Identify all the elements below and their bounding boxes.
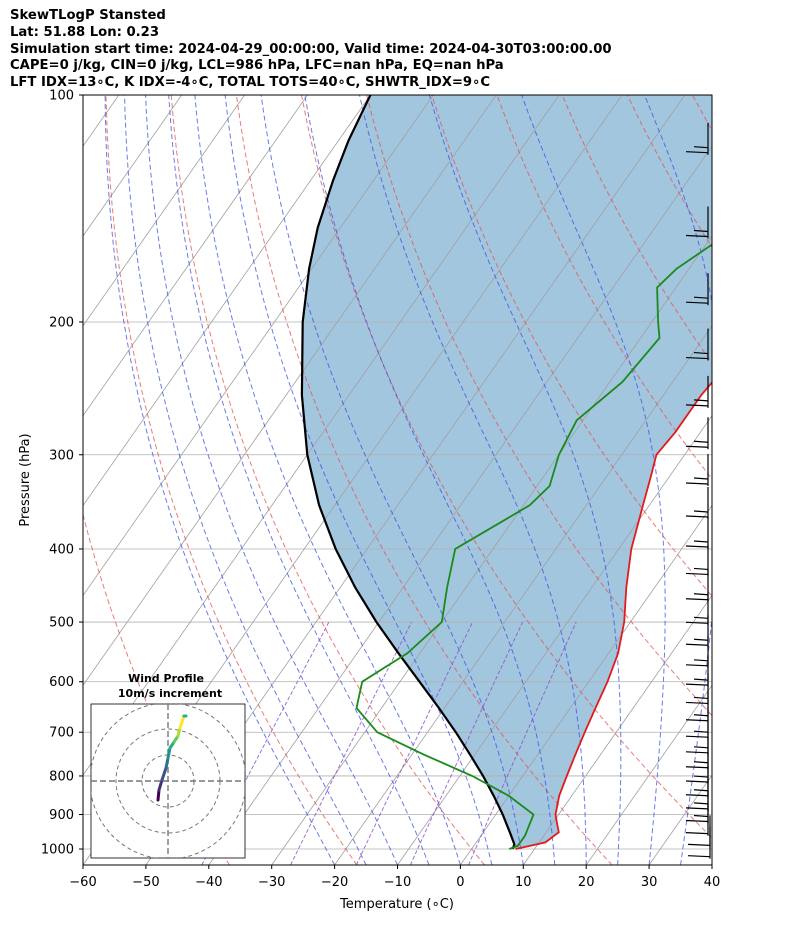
wind-barb	[685, 593, 709, 626]
wind-barb	[685, 453, 709, 486]
moist-adiabat-line	[168, 95, 430, 865]
wind-barb	[685, 206, 709, 239]
dry-adiabat-line	[758, 95, 794, 865]
y-tick-label: 300	[49, 448, 74, 463]
x-tick-label: 20	[578, 875, 595, 890]
isotherm-line	[83, 95, 434, 597]
moist-adiabat-line	[124, 95, 367, 865]
isotherm-line	[83, 95, 183, 237]
wind-barb	[685, 328, 709, 361]
isotherm-line	[83, 95, 245, 327]
x-tick-label: −40	[195, 875, 222, 890]
isotherm-line	[334, 325, 712, 865]
hodograph-segment	[156, 788, 161, 802]
dry-adiabat-line	[83, 512, 230, 865]
mixing-ratio-line	[409, 621, 524, 865]
x-tick-label: −10	[384, 875, 411, 890]
x-tick-label: 40	[704, 875, 721, 890]
y-tick-label: 200	[49, 315, 74, 330]
wind-barb	[685, 615, 709, 648]
isotherm-line	[83, 95, 497, 686]
y-tick-label: 100	[49, 89, 74, 104]
wind-barb	[685, 122, 709, 155]
inset-title: Wind Profile	[128, 672, 204, 685]
moist-adiabat-line	[744, 95, 794, 865]
y-axis-label: Pressure (hPa)	[18, 433, 33, 526]
times-line: Simulation start time: 2024-04-29_00:00:…	[10, 41, 612, 57]
x-tick-label: 0	[456, 875, 464, 890]
hodograph-segment	[160, 766, 168, 782]
moist-adiabat-line	[145, 95, 398, 865]
temperature-line	[515, 381, 712, 850]
moist-adiabat-line	[429, 95, 622, 865]
wind-barb	[685, 673, 709, 706]
dry-adiabat-line	[105, 95, 358, 865]
wind-barb	[685, 273, 709, 306]
y-tick-label: 700	[49, 726, 74, 741]
wind-barb	[685, 722, 709, 755]
isotherm-line	[271, 235, 712, 865]
isotherm-line	[460, 504, 712, 865]
wind-barb	[685, 516, 709, 549]
parcel-profile-line	[300, 95, 516, 850]
moist-adiabat-line	[194, 95, 461, 865]
dry-adiabat-line	[496, 95, 712, 480]
dewpoint-line	[355, 243, 712, 850]
y-tick-label: 800	[49, 769, 74, 784]
x-axis-label: Temperature (∘C)	[339, 897, 454, 912]
chart-header: SkewTLogP Stansted Lat: 51.88 Lon: 0.23 …	[10, 8, 612, 92]
y-tick-label: 500	[49, 616, 74, 631]
wind-barb	[685, 417, 709, 450]
parcel-area-fill	[301, 95, 712, 849]
wind-barb	[685, 707, 709, 740]
chart-title: SkewTLogP Stansted	[10, 8, 166, 23]
hodograph-segment	[166, 746, 172, 760]
isotherm-line	[585, 684, 712, 865]
x-tick-label: −50	[132, 875, 159, 890]
x-tick-label: 10	[515, 875, 532, 890]
isotherm-line	[397, 415, 712, 865]
hodograph-segment	[157, 778, 164, 792]
dry-adiabat-line	[235, 95, 613, 865]
moist-adiabat-line	[304, 95, 556, 865]
isotherm-line	[83, 95, 371, 507]
y-tick-label: 1000	[41, 843, 74, 858]
dry-adiabat-line	[170, 95, 485, 865]
x-tick-label: 30	[641, 875, 658, 890]
moist-adiabat-line	[711, 861, 712, 865]
wind-barb	[685, 544, 709, 577]
y-tick-label: 400	[49, 542, 74, 557]
isotherm-line	[711, 864, 712, 865]
x-tick-label: −30	[258, 875, 285, 890]
y-tick-label: 600	[49, 675, 74, 690]
dry-adiabat-line	[301, 95, 712, 839]
indices-line-1: CAPE=0 j/kg, CIN=0 j/kg, LCL=986 hPa, LF…	[10, 58, 504, 74]
hodograph-segment	[164, 756, 170, 770]
wind-barb	[685, 486, 709, 519]
y-tick-label: 900	[49, 808, 74, 823]
x-tick-label: −20	[321, 875, 348, 890]
wind-barb	[687, 815, 711, 848]
mixing-ratio-line	[468, 621, 577, 865]
location-line: Lat: 51.88 Lon: 0.23	[10, 24, 160, 40]
isotherm-line	[522, 594, 712, 865]
moist-adiabat-line	[224, 95, 493, 865]
inset-subtitle: 10m/s increment	[118, 687, 222, 700]
mixing-ratio-line	[355, 621, 474, 865]
dry-adiabat-line	[431, 95, 712, 597]
mixing-ratio-line	[290, 621, 413, 865]
wind-barb	[685, 375, 709, 408]
moist-adiabat-line	[104, 95, 336, 865]
wind-barb	[687, 826, 711, 859]
indices-line-2: LFT IDX=13∘C, K IDX=-4∘C, TOTAL TOTS=40∘…	[10, 75, 491, 91]
isotherm-line	[83, 95, 308, 417]
x-tick-label: −60	[69, 875, 96, 890]
